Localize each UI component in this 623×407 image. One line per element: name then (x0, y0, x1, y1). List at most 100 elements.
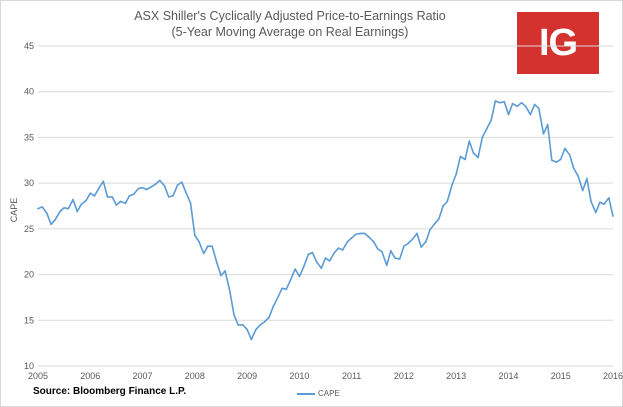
data-point (328, 260, 331, 262)
data-point (533, 103, 536, 106)
data-point (172, 195, 174, 197)
x-tick-label: 2016 (603, 371, 623, 381)
data-point (237, 324, 239, 326)
data-point (407, 242, 409, 245)
data-point (159, 179, 161, 182)
data-point (416, 232, 418, 235)
data-point (289, 279, 292, 281)
x-tick-label: 2014 (498, 371, 518, 381)
data-point (194, 234, 196, 237)
data-point (167, 196, 170, 198)
data-point (111, 196, 113, 198)
data-point (72, 198, 74, 201)
data-point (503, 101, 506, 103)
data-point (132, 193, 135, 195)
data-point (494, 100, 497, 102)
data-point (446, 200, 449, 203)
x-tick-label: 2011 (342, 371, 361, 381)
data-point (511, 102, 514, 105)
data-point (538, 107, 540, 109)
data-point (220, 274, 222, 277)
data-point (346, 240, 349, 243)
data-point (307, 253, 310, 256)
data-point (150, 186, 153, 188)
y-tick-label: 25 (24, 224, 34, 234)
x-tick-label: 2009 (237, 371, 257, 381)
data-point (242, 324, 244, 326)
data-point (54, 218, 56, 221)
x-tick-label: 2007 (133, 371, 153, 381)
data-point (359, 232, 362, 235)
data-point (546, 123, 549, 126)
data-point (281, 287, 283, 290)
data-point (276, 297, 279, 300)
y-axis-label: CAPE (9, 198, 19, 223)
data-point (603, 203, 605, 205)
x-tick-label: 2015 (551, 371, 571, 381)
data-point (333, 251, 336, 254)
data-point (189, 202, 192, 205)
data-point (599, 201, 601, 204)
data-point (425, 240, 427, 243)
data-point (433, 223, 436, 226)
data-point (573, 167, 575, 170)
data-point (211, 245, 213, 247)
x-tick-label: 2006 (80, 371, 100, 381)
data-point (163, 185, 166, 187)
data-point (420, 246, 423, 248)
data-point (207, 245, 209, 247)
data-point (93, 195, 96, 197)
data-point (259, 324, 262, 326)
data-point (320, 267, 323, 270)
data-point (481, 136, 484, 139)
ig-logo: IG (517, 12, 599, 74)
data-point (355, 233, 357, 236)
y-tick-label: 35 (24, 132, 34, 142)
data-point (590, 200, 592, 203)
data-point (595, 211, 597, 214)
data-point (368, 236, 370, 238)
data-point (520, 101, 523, 104)
data-point (255, 328, 257, 331)
data-point (154, 183, 157, 185)
data-point (381, 250, 383, 253)
data-point (385, 264, 388, 267)
data-point (612, 215, 614, 217)
data-point (89, 192, 92, 194)
data-point (412, 238, 414, 240)
data-point (246, 328, 248, 331)
x-tick-label: 2008 (185, 371, 205, 381)
data-point (233, 314, 235, 316)
data-point (507, 113, 510, 116)
data-point (272, 305, 275, 308)
data-point (468, 140, 471, 142)
data-point (438, 218, 440, 220)
data-point (608, 197, 610, 199)
data-point (498, 101, 501, 104)
data-point (216, 261, 218, 264)
data-point (529, 113, 532, 116)
y-tick-label: 30 (24, 178, 34, 188)
x-tick-label: 2013 (446, 371, 466, 381)
data-point (403, 245, 405, 247)
data-point (516, 105, 519, 108)
data-point (429, 229, 431, 231)
data-point (451, 184, 453, 186)
data-point (581, 189, 584, 192)
data-point (586, 177, 588, 180)
data-point (102, 180, 105, 183)
data-point (337, 247, 340, 249)
data-point (229, 290, 231, 292)
data-point (455, 173, 458, 175)
data-point (568, 154, 571, 156)
data-point (76, 210, 78, 213)
data-point (485, 128, 488, 130)
data-point (524, 105, 527, 108)
data-point (106, 196, 109, 198)
data-point (263, 321, 266, 323)
data-point (141, 186, 144, 189)
data-point (202, 252, 205, 255)
data-point (551, 159, 553, 162)
data-point (372, 240, 375, 243)
y-tick-label: 15 (24, 315, 34, 325)
